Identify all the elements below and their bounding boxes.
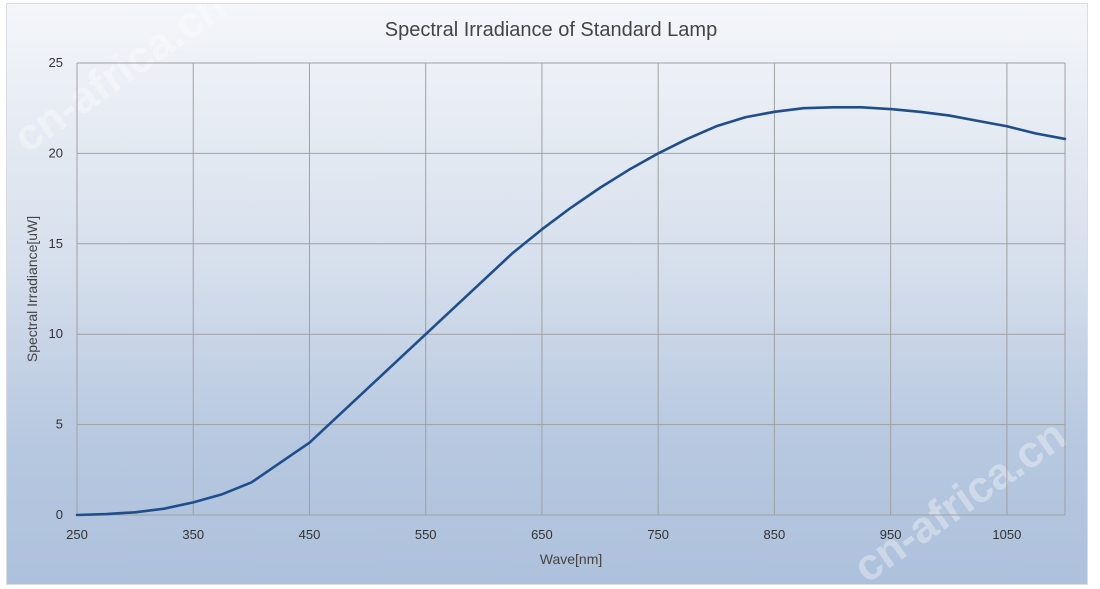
y-tick-label: 25 bbox=[49, 55, 63, 70]
x-tick-label: 450 bbox=[299, 527, 321, 542]
y-axis-ticks: 0 5 10 15 20 25 bbox=[49, 55, 63, 522]
x-axis-ticks: 250 350 450 550 650 750 850 950 1050 bbox=[66, 527, 1021, 542]
series-line bbox=[75, 106, 1067, 517]
watermark-bottom-right: cn-africa.cn bbox=[845, 410, 1075, 584]
chart-title: Spectral Irradiance of Standard Lamp bbox=[385, 19, 717, 41]
x-tick-label: 1050 bbox=[992, 527, 1021, 542]
watermark-top-left: cn-africa.cn bbox=[7, 4, 235, 162]
chart-svg: cn-africa.cn cn-africa.cn Spectral Irrad… bbox=[7, 4, 1075, 584]
chart-frame: cn-africa.cn cn-africa.cn Spectral Irrad… bbox=[6, 3, 1088, 585]
x-tick-label: 650 bbox=[531, 527, 553, 542]
x-tick-label: 350 bbox=[182, 527, 204, 542]
x-axis-label: Wave[nm] bbox=[540, 551, 603, 567]
y-tick-label: 0 bbox=[56, 507, 63, 522]
x-tick-label: 750 bbox=[647, 527, 669, 542]
y-tick-label: 5 bbox=[56, 417, 63, 432]
x-tick-label: 550 bbox=[415, 527, 437, 542]
x-tick-label: 250 bbox=[66, 527, 88, 542]
y-tick-label: 15 bbox=[49, 236, 63, 251]
y-tick-label: 20 bbox=[49, 145, 63, 160]
y-tick-label: 10 bbox=[49, 326, 63, 341]
grid bbox=[76, 62, 1066, 516]
x-tick-label: 850 bbox=[764, 527, 786, 542]
y-axis-label: Spectral Irradiance[uW] bbox=[24, 216, 40, 362]
x-tick-label: 950 bbox=[880, 527, 902, 542]
